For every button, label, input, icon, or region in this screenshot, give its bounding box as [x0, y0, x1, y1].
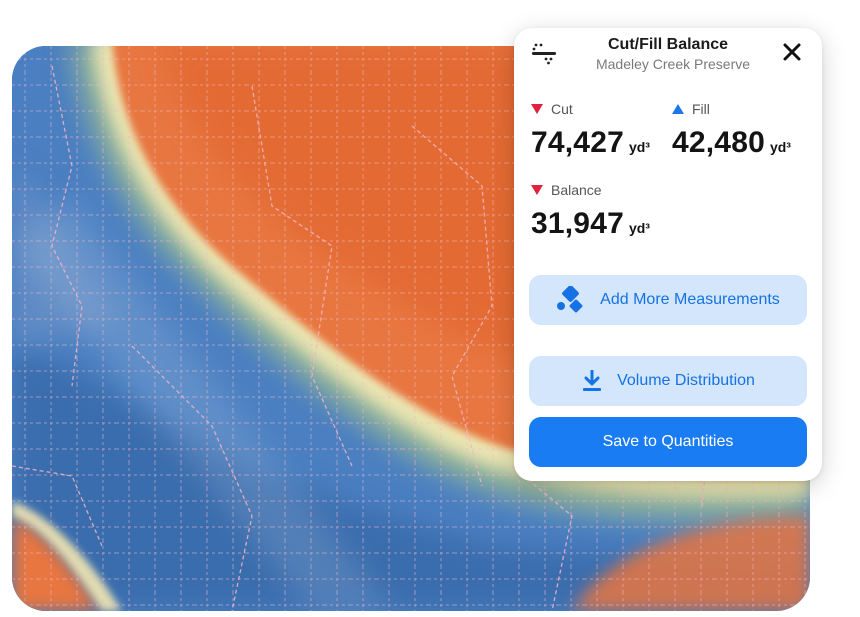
volume-distribution-button[interactable]: Volume Distribution	[529, 356, 807, 406]
fill-value: 42,480	[672, 126, 765, 159]
shapes-icon	[557, 286, 583, 313]
cut-fill-icon	[532, 43, 556, 65]
panel-title: Cut/Fill Balance	[607, 36, 729, 53]
cut-metric: Cut 74,427 yd³	[531, 100, 650, 160]
cut-fill-panel: Cut/Fill Balance Madeley Creek Preserve …	[514, 28, 822, 481]
balance-metric: Balance 31,947 yd³	[531, 181, 650, 241]
save-to-quantities-label: Save to Quantities	[602, 433, 734, 450]
fill-metric: Fill 42,480 yd³	[672, 100, 791, 160]
down-triangle-icon	[531, 104, 543, 114]
balance-unit: yd³	[628, 220, 650, 236]
volume-distribution-label: Volume Distribution	[617, 372, 755, 389]
close-icon[interactable]	[778, 38, 806, 66]
down-triangle-icon	[531, 185, 543, 195]
cut-value: 74,427	[531, 126, 624, 159]
save-to-quantities-button[interactable]: Save to Quantities	[529, 417, 807, 467]
panel-subtitle: Madeley Creek Preserve	[595, 56, 751, 72]
up-triangle-icon	[672, 104, 684, 114]
add-measurements-button[interactable]: Add More Measurements	[529, 275, 807, 325]
cut-unit: yd³	[628, 139, 650, 155]
download-icon	[583, 370, 602, 391]
fill-unit: yd³	[769, 139, 791, 155]
panel-header: Cut/Fill Balance Madeley Creek Preserve	[514, 28, 822, 88]
balance-label: Balance	[551, 182, 602, 198]
balance-value: 31,947	[531, 207, 624, 240]
cut-label: Cut	[551, 101, 573, 117]
add-measurements-label: Add More Measurements	[600, 291, 780, 308]
fill-label: Fill	[692, 101, 710, 117]
